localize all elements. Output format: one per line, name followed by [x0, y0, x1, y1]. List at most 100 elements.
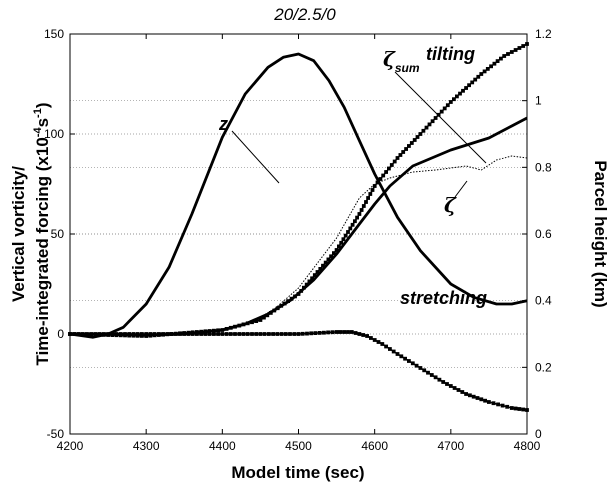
- series-z-line: [69, 52, 528, 339]
- series-tilting-marker-108: [433, 116, 438, 120]
- y-axis-label-mid: s: [33, 118, 52, 127]
- x-axis-label: Model time (sec): [231, 463, 364, 482]
- series-tilting-marker-86: [370, 188, 375, 192]
- series-tilting-marker-31: [199, 329, 204, 334]
- y2-tick-label-0: 0: [535, 427, 542, 441]
- series-stretching-marker-89: [433, 375, 438, 380]
- series-tilting-marker-58: [302, 285, 306, 290]
- series-tilting-marker-109: [436, 112, 441, 117]
- series-tilting-marker-121: [473, 77, 478, 82]
- series-stretching-marker-6: [93, 332, 98, 336]
- series-tilting-marker-48: [268, 311, 273, 315]
- series-tilting-marker-112: [445, 103, 450, 108]
- series-stretching-marker-95: [456, 388, 461, 392]
- series-tilting-marker-60: [307, 279, 312, 284]
- series-stretching-marker-77: [388, 347, 392, 351]
- series-tilting-marker-127: [492, 61, 497, 66]
- series-tilting-marker-104: [421, 128, 426, 133]
- series-tilting-marker-41: [241, 322, 246, 327]
- series-tilting-marker-83: [364, 200, 368, 204]
- series-tilting-marker-63: [315, 270, 320, 274]
- series-stretching-marker-29: [190, 332, 195, 336]
- series-stretching-marker-44: [254, 332, 259, 336]
- series-stretching-marker-3: [80, 332, 85, 336]
- series-tilting-marker-88: [375, 180, 380, 185]
- series-tilting-marker-77: [350, 222, 355, 227]
- series-tilting-marker-42: [245, 321, 250, 326]
- series-stretching-marker-87: [426, 370, 430, 375]
- series-stretching-marker-60: [322, 330, 326, 335]
- series-stretching-marker-22: [161, 332, 165, 336]
- series-tilting-marker-46: [262, 315, 266, 320]
- series-tilting-marker-101: [412, 138, 417, 142]
- series-tilting-marker-98: [404, 147, 408, 151]
- series-stretching-marker-18: [144, 332, 149, 336]
- series-stretching-marker-47: [267, 332, 271, 336]
- y2-tick-label-2: 0.4: [535, 294, 552, 308]
- series-tilting-marker-33: [207, 329, 212, 333]
- series-tilting-marker-70: [334, 248, 339, 252]
- series-stretching-marker-10: [110, 332, 115, 336]
- y-axis-label-sup2: -1: [32, 108, 44, 118]
- zeta-annotation: ζ: [444, 193, 457, 217]
- series-stretching-marker-88: [429, 373, 434, 377]
- series-tilting-marker-126: [489, 64, 493, 69]
- series-tilting-marker-66: [323, 260, 328, 265]
- grid-lines: [70, 100, 527, 368]
- series-tilting-marker-80: [357, 212, 362, 216]
- series-stretching-marker-75: [380, 342, 385, 346]
- series-stretching-marker-63: [334, 330, 339, 334]
- series-tilting-marker-47: [265, 313, 270, 318]
- series-tilting-marker-113: [448, 100, 453, 104]
- series-stretching-marker-31: [199, 332, 204, 336]
- series-tilting-marker-114: [452, 97, 456, 102]
- y-axis-label-end: ): [33, 103, 52, 109]
- series-tilting-marker-93: [389, 163, 394, 167]
- x-tick-label-5: 4700: [437, 439, 464, 453]
- series-stretching-marker-25: [173, 332, 178, 336]
- zeta-sum-symbol: ζ: [383, 47, 396, 71]
- series-stretching-marker-107: [505, 404, 510, 409]
- series-stretching-marker-93: [448, 384, 453, 388]
- series-stretching-marker-83: [410, 361, 415, 366]
- series-tilting-marker-52: [282, 301, 287, 306]
- y2-tick-label-1: 0.2: [535, 360, 552, 374]
- series-tilting-marker-49: [272, 308, 277, 313]
- series-tilting-marker-54: [289, 296, 294, 301]
- series-tilting-marker-87: [372, 184, 377, 188]
- y2-tick-label-5: 1: [535, 94, 542, 108]
- series-stretching-marker-64: [338, 330, 343, 334]
- y-axis-label-text: Time-integrated forcing (x10: [33, 137, 52, 365]
- series-stretching-marker-48: [271, 332, 275, 336]
- series-tilting-marker-37: [224, 327, 229, 331]
- series-tilting-marker-68: [329, 254, 333, 259]
- series-stretching-marker-92: [445, 382, 449, 386]
- series-tilting-marker-45: [258, 318, 263, 322]
- series-tilting-marker-78: [353, 219, 357, 224]
- series-stretching-marker-82: [407, 359, 411, 363]
- x-tick-label-0: 4200: [57, 439, 84, 453]
- z-annotation: z: [218, 114, 228, 134]
- series-tilting-marker-72: [339, 240, 344, 245]
- zeta-sum-annotation: ζsum: [383, 47, 420, 75]
- series-stretching-marker-71: [365, 334, 369, 338]
- series-stretching-marker-110: [517, 407, 522, 411]
- series-stretching-marker-106: [500, 403, 505, 408]
- series-stretching-markers: [68, 330, 529, 412]
- series-stretching-marker-2: [76, 332, 81, 336]
- series-stretching-marker-34: [212, 332, 216, 336]
- series-stretching-marker-16: [135, 332, 140, 336]
- series-stretching-marker-105: [496, 402, 500, 407]
- series-tilting-marker-120: [470, 80, 475, 85]
- series-stretching-marker-15: [131, 332, 136, 336]
- series-tilting-marker-44: [254, 319, 259, 323]
- series-tilting-marker-100: [409, 141, 414, 145]
- series-stretching-marker-0: [68, 332, 72, 336]
- series-tilting-marker-105: [424, 125, 429, 130]
- series-tilting-marker-76: [348, 226, 353, 231]
- x-tick-label-3: 4500: [285, 439, 312, 453]
- y-tick-label-3: 100: [44, 127, 64, 141]
- series-stretching-marker-84: [414, 363, 419, 368]
- zeta-sum-leader-line: [394, 71, 487, 164]
- series-tilting-marker-51: [279, 303, 284, 308]
